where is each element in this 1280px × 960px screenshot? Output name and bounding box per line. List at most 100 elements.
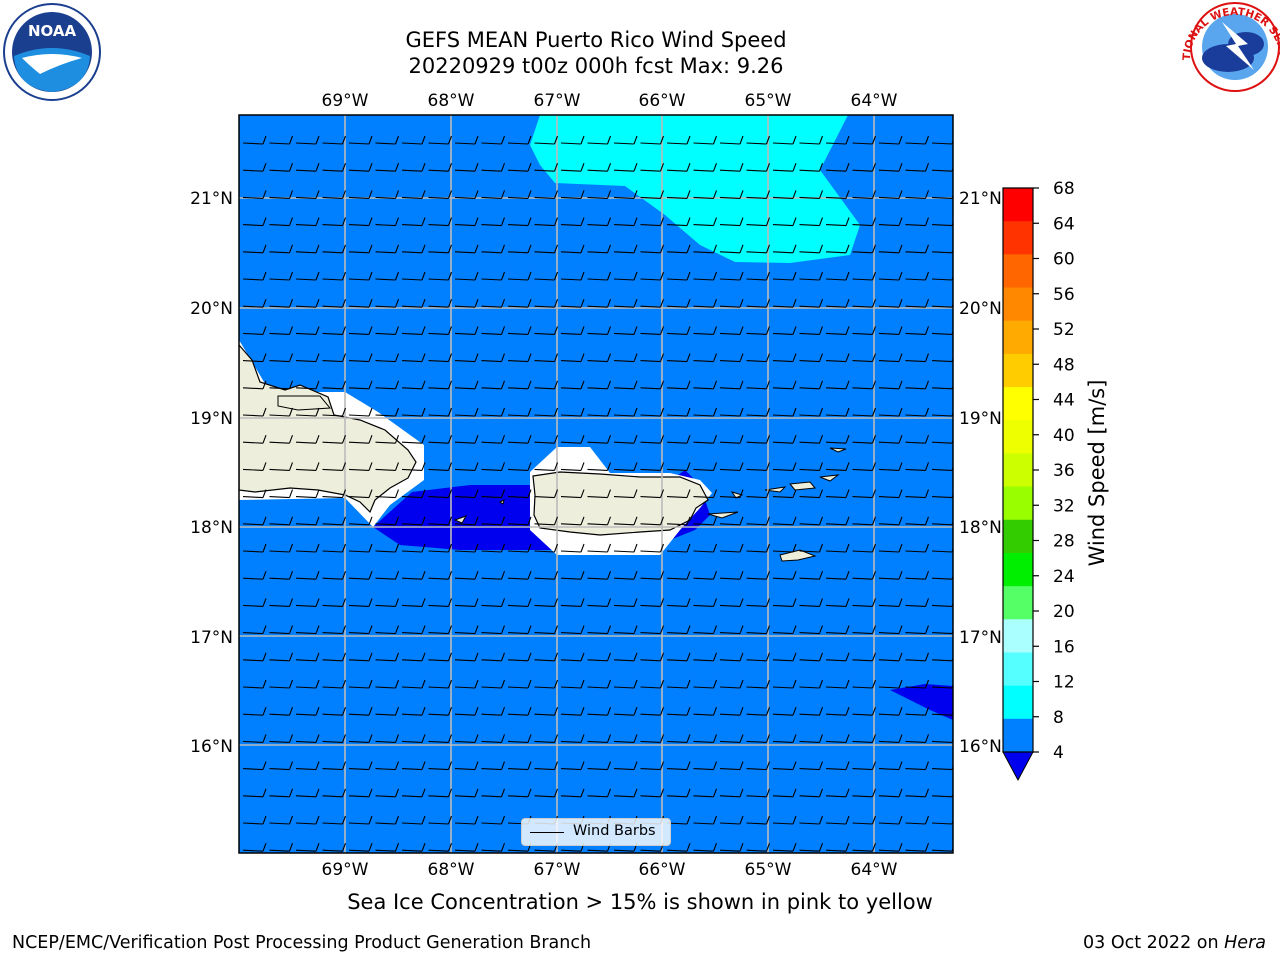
wind-barb bbox=[534, 271, 559, 281]
wind-barb bbox=[587, 788, 612, 798]
wind-barb bbox=[401, 625, 426, 635]
wind-barb bbox=[269, 190, 294, 199]
wind-barb bbox=[613, 217, 638, 227]
wind-barb bbox=[269, 135, 294, 145]
wind-barb bbox=[772, 543, 797, 553]
wind-barb bbox=[587, 190, 612, 199]
wind-barb bbox=[481, 353, 506, 363]
wind-barb bbox=[269, 516, 294, 526]
wind-barb bbox=[772, 516, 797, 526]
wind-barb bbox=[693, 380, 718, 390]
wind-barb bbox=[401, 163, 426, 172]
wind-barb bbox=[772, 435, 797, 444]
lon-labels-top: 69°W 68°W 67°W 66°W 65°W 64°W bbox=[322, 91, 898, 111]
wind-barb bbox=[348, 707, 373, 716]
wind-barb bbox=[905, 571, 930, 580]
wind-barb bbox=[905, 462, 930, 471]
wind-barb bbox=[587, 326, 612, 335]
wind-barb bbox=[507, 244, 532, 254]
wind-barb bbox=[269, 571, 294, 580]
wind-barb bbox=[746, 163, 771, 172]
lon-label: 68°W bbox=[428, 91, 475, 111]
colorbar-tick-label: 48 bbox=[1053, 355, 1075, 375]
wind-barb bbox=[666, 625, 691, 635]
wind-barb bbox=[878, 462, 903, 471]
wind-barb bbox=[905, 598, 930, 607]
wind-barb bbox=[481, 462, 506, 471]
wind-barb bbox=[269, 707, 294, 716]
lon-label: 64°W bbox=[851, 860, 898, 880]
wind-barb bbox=[348, 163, 373, 172]
wind-barb bbox=[825, 543, 850, 553]
wind-barb bbox=[693, 543, 718, 553]
wind-barb bbox=[348, 135, 373, 145]
wind-barb bbox=[746, 299, 771, 308]
wind-barb bbox=[375, 543, 400, 553]
wind-barb bbox=[852, 625, 877, 635]
wind-barb bbox=[507, 761, 532, 771]
footer-branch: NCEP/EMC/Verification Post Processing Pr… bbox=[12, 933, 592, 953]
wind-barb bbox=[269, 326, 294, 335]
wind-barb bbox=[348, 843, 373, 852]
wind-barb bbox=[481, 598, 506, 607]
wind-barb bbox=[428, 815, 453, 825]
wind-barb bbox=[295, 571, 320, 580]
wind-barb bbox=[428, 407, 453, 417]
wind-barb bbox=[242, 707, 267, 716]
wind-barb bbox=[852, 407, 877, 417]
wind-barb bbox=[507, 707, 532, 716]
wind-barb bbox=[746, 598, 771, 607]
wind-barb bbox=[534, 163, 559, 172]
wind-barb bbox=[825, 135, 850, 145]
wind-barb bbox=[852, 843, 877, 852]
wind-barb bbox=[640, 571, 665, 580]
wind-barb bbox=[269, 462, 294, 471]
wind-barb bbox=[534, 217, 559, 227]
wind-barb bbox=[454, 271, 479, 281]
wind-barb bbox=[269, 788, 294, 798]
wind-barb bbox=[534, 707, 559, 716]
wind-barb bbox=[481, 271, 506, 281]
wind-barb bbox=[481, 299, 506, 308]
wind-barb bbox=[905, 435, 930, 444]
wind-barb bbox=[746, 707, 771, 716]
wind-barb bbox=[269, 598, 294, 607]
wind-barb bbox=[481, 516, 506, 526]
wind-barb bbox=[772, 217, 797, 227]
wind-barb bbox=[322, 190, 347, 199]
wind-barb bbox=[693, 462, 718, 471]
colorbar-tick-label: 56 bbox=[1053, 285, 1075, 305]
wind-barb bbox=[799, 815, 824, 825]
wind-barb bbox=[693, 625, 718, 635]
wind-barb bbox=[401, 516, 426, 526]
wind-barb bbox=[534, 135, 559, 145]
wind-barb bbox=[799, 326, 824, 335]
wind-barb bbox=[269, 244, 294, 254]
wind-barb bbox=[666, 271, 691, 281]
wind-barb bbox=[348, 679, 373, 689]
wind-barb bbox=[322, 299, 347, 308]
wind-barb bbox=[746, 326, 771, 335]
wind-barb bbox=[878, 299, 903, 308]
wind-barb bbox=[322, 679, 347, 689]
wind-barb bbox=[534, 652, 559, 662]
wind-barb bbox=[454, 652, 479, 662]
wind-barb bbox=[878, 163, 903, 172]
wind-barb bbox=[534, 625, 559, 635]
wind-barb bbox=[428, 679, 453, 689]
wind-barb bbox=[852, 326, 877, 335]
wind-barb bbox=[348, 489, 373, 499]
wind-barb bbox=[454, 407, 479, 417]
wind-barb bbox=[905, 543, 930, 553]
wind-barb bbox=[507, 543, 532, 553]
colorbar-tick-label: 68 bbox=[1053, 179, 1075, 199]
colorbar-tick-label: 24 bbox=[1053, 567, 1075, 587]
wind-barb bbox=[799, 734, 824, 743]
wind-barb bbox=[269, 761, 294, 771]
wind-barb bbox=[746, 217, 771, 227]
wind-barb bbox=[666, 326, 691, 335]
wind-barb bbox=[719, 163, 744, 172]
wind-barb bbox=[560, 462, 585, 471]
colorbar-tick-label: 4 bbox=[1053, 743, 1064, 763]
colorbar bbox=[1002, 187, 1034, 782]
